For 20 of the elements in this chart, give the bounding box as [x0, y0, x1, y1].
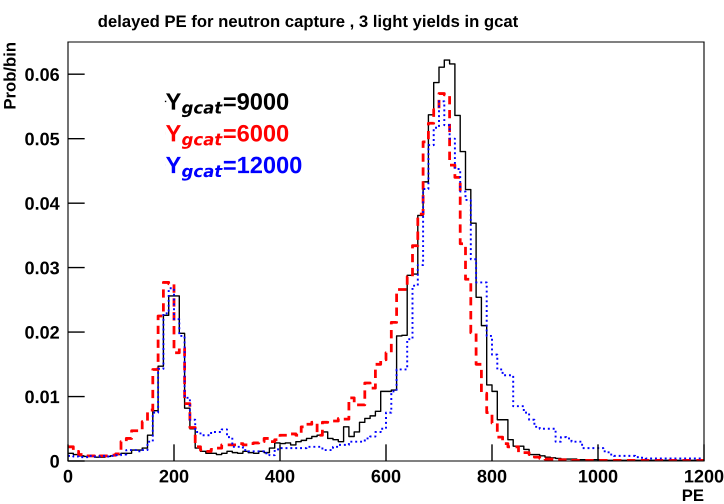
x-tick-label: 0 — [64, 470, 72, 483]
x-tick-label: 1000 — [579, 470, 618, 483]
x-axis-title: PE — [682, 490, 704, 502]
y-tick-label: 0.05 — [25, 132, 60, 146]
legend-label: Y$_{gcat}$=6000 — [166, 124, 288, 149]
y-tick-label: 0.02 — [25, 326, 59, 339]
chart-title: delayed PE for neutron capture , 3 light yields in gcat — [98, 14, 518, 30]
legend-label: Y$_{gcat}$=9000 — [166, 93, 288, 118]
y-tick-label: 0 — [50, 454, 59, 468]
y-axis-title: Prob/bin — [3, 43, 16, 108]
x-tick-label: 600 — [372, 470, 400, 483]
y-tick-label: 0.01 — [25, 390, 60, 404]
y-tick-label: 0.06 — [25, 68, 60, 81]
legend-label: Y$_{gcat}$=12000 — [166, 156, 302, 181]
x-tick-label: 400 — [265, 470, 294, 483]
x-tick-label: 200 — [160, 470, 188, 483]
y-tick-label: 0.03 — [25, 262, 60, 274]
y-tick-label: 0.04 — [25, 197, 60, 210]
x-tick-label: 800 — [478, 470, 506, 483]
x-tick-label: 1200 — [685, 470, 724, 483]
